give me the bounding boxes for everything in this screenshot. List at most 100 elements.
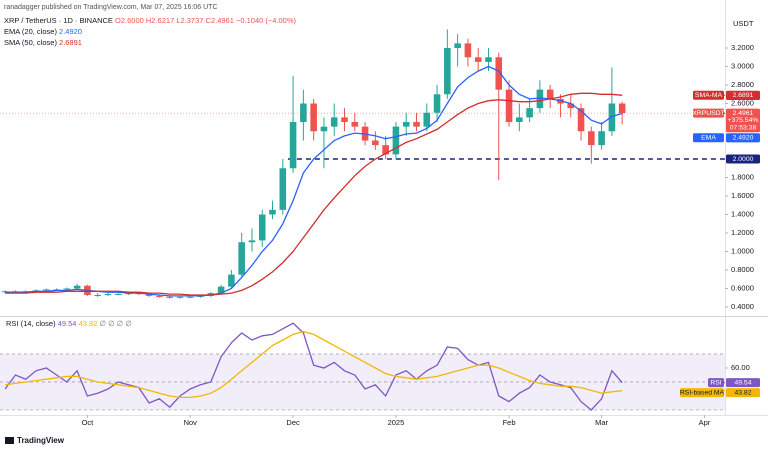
y-tick-label: 1.6000 — [731, 191, 754, 200]
publisher: ranadagger published on TradingView.com,… — [4, 4, 218, 11]
tag-value: 2.6891 — [733, 92, 754, 99]
tag-value: +375.54% — [728, 117, 759, 124]
candle-body — [392, 126, 400, 155]
y-axis-label: USDT — [733, 19, 754, 28]
candle-body — [73, 285, 81, 289]
candle-body — [372, 140, 379, 146]
candle-body — [536, 89, 544, 109]
candle-body — [145, 294, 153, 296]
candle-body — [474, 57, 482, 62]
x-tick-label: 2025 — [388, 418, 405, 427]
ema-legend: EMA (20, close) 2.4920 — [4, 27, 82, 36]
y-tick-label: 60.00 — [731, 363, 750, 372]
candle-body — [505, 89, 513, 123]
x-tick-label: Dec — [286, 418, 300, 427]
sma-value: 2.6891 — [59, 38, 82, 47]
tag-name: XRPUSDT — [692, 110, 724, 117]
candle-body — [598, 131, 605, 146]
tag-name: EMA — [701, 135, 716, 142]
y-tick-label: 2.8000 — [731, 80, 754, 89]
candle-body — [341, 117, 348, 123]
candle-body — [608, 103, 616, 132]
x-tick-label: Oct — [82, 418, 95, 427]
candle-body — [238, 242, 245, 275]
candle-body — [413, 122, 420, 127]
rsi-ma-value: 43.82 — [79, 319, 98, 328]
sma-name: SMA (50, close) — [4, 38, 57, 47]
candle-body — [156, 295, 163, 297]
x-tick-label: Apr — [699, 418, 711, 427]
ema-value: 2.4920 — [59, 27, 82, 36]
y-tick-label: 3.2000 — [731, 43, 754, 52]
candle-body — [618, 103, 626, 114]
candle-body — [300, 103, 307, 123]
candle-body — [444, 48, 451, 95]
tag-name-bg — [693, 108, 724, 118]
indicator-line — [4, 322, 623, 411]
candle-body — [114, 294, 122, 296]
y-tick-label: 2.6000 — [731, 98, 754, 107]
candle-body — [176, 296, 184, 298]
tag-name: SMA-MA — [695, 92, 723, 99]
tag-value: 43.82 — [734, 390, 751, 397]
rsi-extra: ∅ ∅ ∅ ∅ — [99, 319, 131, 328]
candle-body — [464, 43, 472, 58]
rsi-legend: RSI (14, close) 49.54 43.82 ∅ ∅ ∅ ∅ — [6, 319, 132, 328]
candle-body — [588, 131, 595, 146]
candle-body — [423, 112, 431, 127]
tag-value: 07:53:38 — [730, 124, 757, 131]
tag-name-bg — [693, 90, 724, 100]
support-label: 2.0000 — [733, 156, 754, 163]
candle-body — [567, 103, 575, 109]
candle-body — [310, 103, 317, 132]
y-tick-label: 1.0000 — [731, 246, 754, 255]
x-tick-label: Nov — [184, 418, 198, 427]
tag-name: RSI — [710, 380, 721, 387]
candle-body — [289, 122, 297, 169]
candle-body — [526, 108, 533, 118]
candle-body — [330, 117, 338, 127]
ema-name: EMA (20, close) — [4, 27, 57, 36]
tag-name-bg — [693, 133, 724, 143]
candle-body — [320, 126, 328, 132]
y-tick-label: 0.4000 — [731, 302, 754, 311]
tag-value-bg — [726, 133, 760, 143]
brand-logo — [5, 437, 14, 444]
brand-name: TradingView — [17, 436, 65, 445]
y-tick-label: 1.8000 — [731, 172, 754, 181]
candle-body — [382, 145, 389, 155]
candle-body — [166, 296, 173, 298]
candle-body — [402, 122, 410, 127]
indicator-line — [5, 330, 623, 399]
candle-body — [269, 209, 276, 215]
candle-body — [63, 288, 71, 290]
ohlc: O2.6000 H2.6217 L2.3737 C2.4961 −0.1040 … — [115, 16, 296, 25]
candle-body — [495, 57, 503, 90]
symbol: XRP / TetherUS · 1D · BINANCE — [4, 16, 113, 25]
support-label-bg — [726, 154, 760, 164]
y-tick-label: 0.6000 — [731, 283, 754, 292]
candle-body — [351, 122, 359, 127]
candle-body — [228, 274, 235, 287]
sma-legend: SMA (50, close) 2.6891 — [4, 38, 82, 47]
candle-body — [258, 214, 266, 241]
rsi-value: 49.54 — [58, 319, 77, 328]
candle-body — [248, 240, 256, 243]
candle-body — [454, 43, 461, 49]
x-tick-label: Mar — [595, 418, 608, 427]
candle-body — [516, 117, 523, 123]
tag-value: 2.4961 — [733, 110, 754, 117]
symbol-legend: XRP / TetherUS · 1D · BINANCE O2.6000 H2… — [4, 16, 297, 25]
candle-body — [104, 294, 112, 296]
y-tick-label: 3.0000 — [731, 62, 754, 71]
candle-body — [42, 289, 50, 291]
candle-body — [546, 89, 554, 99]
candle-body — [577, 108, 585, 132]
y-tick-label: 1.2000 — [731, 228, 754, 237]
tag-name-bg — [680, 388, 724, 398]
candle-body — [433, 94, 441, 113]
tag-value: 49.54 — [734, 380, 751, 387]
candle-body — [485, 57, 492, 62]
